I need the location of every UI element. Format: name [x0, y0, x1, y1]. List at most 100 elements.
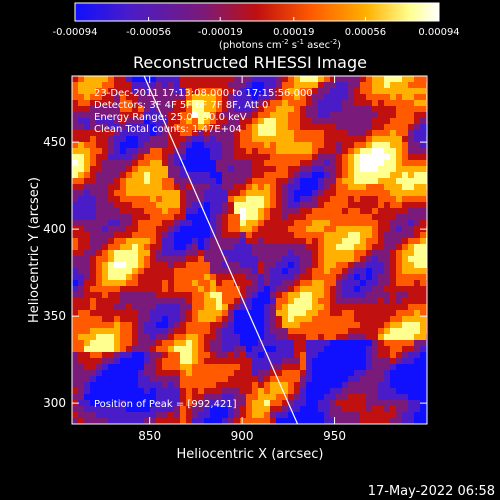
- heatmap-cell: [132, 136, 138, 142]
- heatmap-cell: [102, 142, 108, 148]
- heatmap-cell: [228, 166, 234, 172]
- heatmap-cell: [360, 406, 366, 412]
- heatmap-cell: [174, 196, 180, 202]
- heatmap-cell: [102, 382, 108, 388]
- heatmap-cell: [210, 166, 216, 172]
- heatmap-cell: [108, 178, 114, 184]
- heatmap-cell: [186, 208, 192, 214]
- heatmap-cell: [126, 406, 132, 412]
- heatmap-cell: [156, 190, 162, 196]
- heatmap-cell: [348, 346, 354, 352]
- heatmap-cell: [114, 124, 120, 130]
- heatmap-cell: [210, 394, 216, 400]
- heatmap-cell: [222, 220, 228, 226]
- heatmap-cell: [276, 118, 282, 124]
- heatmap-cell: [330, 382, 336, 388]
- heatmap-cell: [270, 250, 276, 256]
- heatmap-cell: [162, 418, 168, 424]
- heatmap-cell: [360, 346, 366, 352]
- heatmap-cell: [294, 214, 300, 220]
- heatmap-cell: [240, 274, 246, 280]
- heatmap-cell: [414, 112, 420, 118]
- heatmap-cell: [156, 358, 162, 364]
- heatmap-cell: [396, 250, 402, 256]
- heatmap-cell: [120, 226, 126, 232]
- heatmap-cell: [108, 328, 114, 334]
- heatmap-cell: [186, 100, 192, 106]
- heatmap-cell: [390, 172, 396, 178]
- heatmap-cell: [396, 286, 402, 292]
- heatmap-cell: [306, 310, 312, 316]
- heatmap-cell: [372, 178, 378, 184]
- heatmap-cell: [408, 112, 414, 118]
- heatmap-cell: [258, 268, 264, 274]
- heatmap-cell: [360, 412, 366, 418]
- heatmap-cell: [180, 280, 186, 286]
- heatmap-cell: [156, 220, 162, 226]
- heatmap-cell: [168, 244, 174, 250]
- heatmap-cell: [138, 406, 144, 412]
- heatmap-cell: [120, 364, 126, 370]
- heatmap-cell: [204, 286, 210, 292]
- heatmap-cell: [294, 172, 300, 178]
- heatmap-cell: [192, 190, 198, 196]
- heatmap-cell: [378, 322, 384, 328]
- heatmap-cell: [240, 82, 246, 88]
- heatmap-cell: [180, 352, 186, 358]
- heatmap-cell: [90, 148, 96, 154]
- heatmap-cell: [294, 256, 300, 262]
- heatmap-cell: [198, 286, 204, 292]
- heatmap-cell: [396, 214, 402, 220]
- heatmap-cell: [192, 394, 198, 400]
- heatmap-cell: [300, 106, 306, 112]
- heatmap-cell: [396, 322, 402, 328]
- heatmap-cell: [348, 142, 354, 148]
- heatmap-cell: [390, 382, 396, 388]
- heatmap-cell: [372, 316, 378, 322]
- heatmap-cell: [372, 286, 378, 292]
- heatmap-cell: [258, 340, 264, 346]
- heatmap-cell: [72, 208, 78, 214]
- heatmap-cell: [114, 208, 120, 214]
- heatmap-cell: [252, 274, 258, 280]
- heatmap-cell: [294, 118, 300, 124]
- heatmap-cell: [396, 412, 402, 418]
- heatmap-cell: [240, 244, 246, 250]
- heatmap-cell: [390, 94, 396, 100]
- heatmap-cell: [90, 166, 96, 172]
- heatmap-cell: [168, 250, 174, 256]
- heatmap-cell: [306, 346, 312, 352]
- y-tick-label: 350: [43, 309, 66, 323]
- heatmap-cell: [366, 412, 372, 418]
- heatmap-cell: [228, 280, 234, 286]
- heatmap-cell: [90, 106, 96, 112]
- heatmap-cell: [408, 256, 414, 262]
- heatmap-cell: [132, 118, 138, 124]
- heatmap-cell: [84, 148, 90, 154]
- heatmap-cell: [384, 148, 390, 154]
- heatmap-cell: [324, 358, 330, 364]
- heatmap-cell: [210, 256, 216, 262]
- heatmap-cell: [324, 286, 330, 292]
- heatmap-cell: [144, 298, 150, 304]
- heatmap-cell: [390, 316, 396, 322]
- heatmap-cell: [420, 190, 426, 196]
- heatmap-cell: [366, 214, 372, 220]
- heatmap-cell: [156, 100, 162, 106]
- heatmap-cell: [384, 268, 390, 274]
- heatmap-cell: [132, 382, 138, 388]
- heatmap-cell: [138, 412, 144, 418]
- heatmap-cell: [366, 280, 372, 286]
- heatmap-cell: [180, 76, 186, 82]
- heatmap-cell: [168, 382, 174, 388]
- heatmap-cell: [192, 298, 198, 304]
- heatmap-cell: [300, 250, 306, 256]
- heatmap-cell: [396, 334, 402, 340]
- heatmap-cell: [210, 262, 216, 268]
- heatmap-cell: [204, 226, 210, 232]
- heatmap-cell: [360, 94, 366, 100]
- heatmap-cell: [300, 292, 306, 298]
- heatmap-cell: [72, 394, 78, 400]
- heatmap-cell: [180, 202, 186, 208]
- heatmap-cell: [72, 334, 78, 340]
